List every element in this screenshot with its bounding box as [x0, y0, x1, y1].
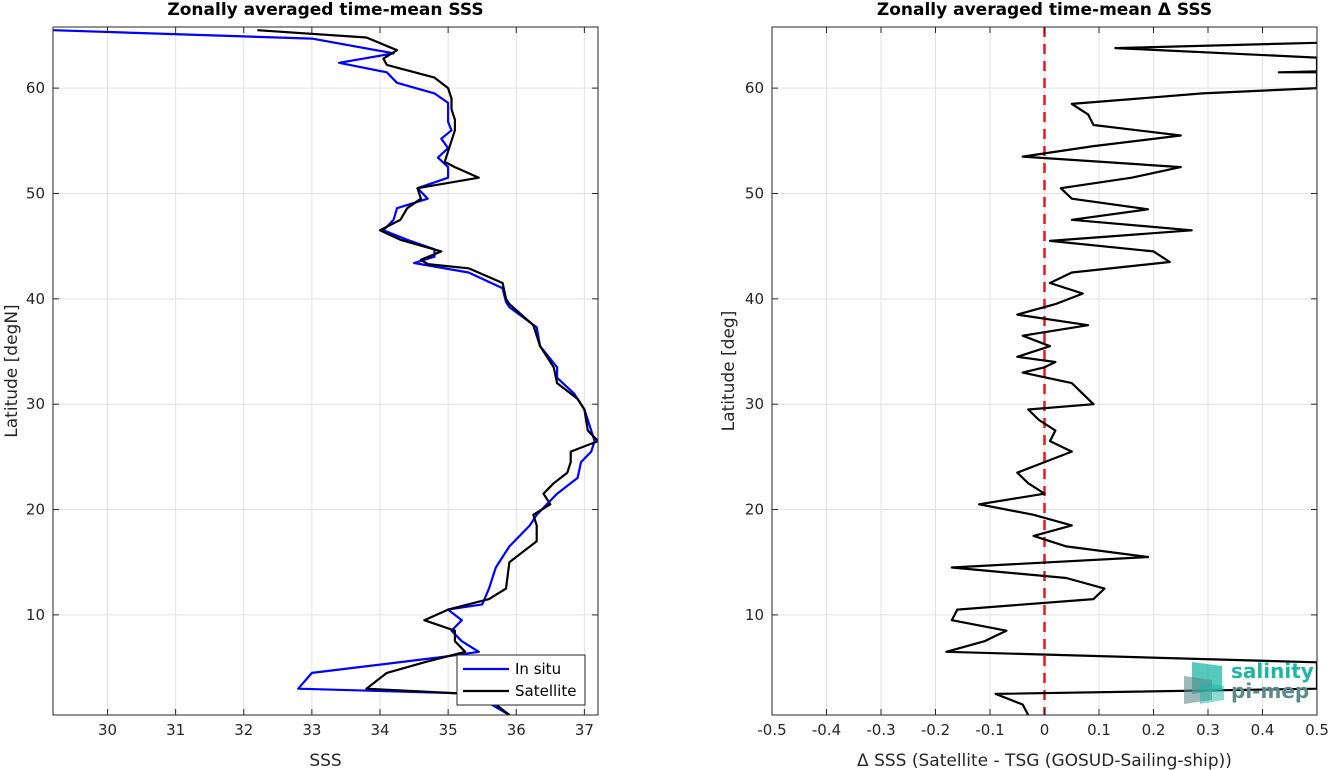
right-y-tick-label: 30 [745, 395, 764, 413]
right-x-tick-label: -0.2 [921, 721, 950, 739]
right-x-tick-label: -0.1 [975, 721, 1004, 739]
left-x-tick-label: 31 [166, 721, 185, 739]
right-x-tick-label: 0.1 [1087, 721, 1111, 739]
logo-mark-icon [1184, 662, 1224, 704]
left-y-tick-label: 50 [26, 184, 45, 202]
right-y-tick-label: 10 [745, 606, 764, 624]
left-x-tick-label: 34 [370, 721, 389, 739]
left-x-axis-label: SSS [309, 751, 341, 770]
right-y-tick-label: 60 [745, 79, 764, 97]
legend: In situ Satellite [456, 654, 586, 706]
left-plot-area [53, 27, 598, 715]
left-y-axis-label: Latitude [degN] [2, 304, 22, 437]
logo-shape-c [1200, 682, 1224, 704]
left-series [53, 29, 598, 715]
left-axes-box [52, 26, 599, 716]
right-x-tick-label: -0.4 [812, 721, 841, 739]
logo-text-salinity: salinity [1231, 659, 1314, 683]
left-chart-title: Zonally averaged time-mean SSS [167, 0, 483, 20]
right-y-tick-label: 20 [745, 501, 764, 519]
legend-label-satellite: Satellite [515, 682, 576, 700]
right-x-tick-label: 0 [1040, 721, 1050, 739]
right-x-tick-label: 0.4 [1251, 721, 1275, 739]
left-y-tick-label: 10 [26, 606, 45, 624]
left-grid [53, 27, 598, 715]
right-x-tick-label: -0.5 [757, 721, 786, 739]
right-series [945, 41, 1317, 715]
salinity-pi-mep-logo: salinity pi-mep [1184, 659, 1314, 704]
right-y-tick-label: 40 [745, 290, 764, 308]
left-y-tick-label: 60 [26, 79, 45, 97]
right-x-axis-label: Δ SSS (Satellite - TSG (GOSUD-Sailing-sh… [857, 751, 1232, 770]
logo-text-pi-mep: pi-mep [1231, 679, 1309, 703]
left-y-tick-label: 30 [26, 395, 45, 413]
right-chart: -0.5 -0.4 -0.3 -0.2 -0.1 0 0.1 0.2 0.3 0.4 0.5 10 20… [719, 0, 1329, 770]
left-x-tick-label: 33 [302, 721, 321, 739]
right-x-tick-label: 0.2 [1142, 721, 1166, 739]
left-series-satellite-line [257, 29, 598, 715]
legend-label-in-situ: In situ [515, 660, 561, 678]
left-x-tick-label: 30 [98, 721, 117, 739]
left-chart: 30 31 32 33 34 35 36 37 10 20 30 40 50 60 Zonally ave… [2, 0, 599, 770]
right-chart-title: Zonally averaged time-mean Δ SSS [877, 0, 1212, 20]
left-x-tick-label: 35 [439, 721, 458, 739]
left-x-tick-label: 32 [234, 721, 253, 739]
right-x-tick-label: 0.3 [1196, 721, 1220, 739]
left-x-tick-label: 37 [575, 721, 594, 739]
right-ticks: -0.5 -0.4 -0.3 -0.2 -0.1 0 0.1 0.2 0.3 0.4 0.5 10 20… [745, 27, 1329, 739]
left-y-tick-label: 20 [26, 501, 45, 519]
right-y-axis-label: Latitude [deg] [719, 311, 739, 432]
left-x-tick-label: 36 [507, 721, 526, 739]
legend-box [456, 654, 586, 706]
right-y-tick-label: 50 [745, 184, 764, 202]
right-x-tick-label: 0.5 [1305, 721, 1329, 739]
right-x-tick-label: -0.3 [866, 721, 895, 739]
right-series-delta-sss-line [945, 41, 1317, 715]
left-y-tick-label: 40 [26, 290, 45, 308]
left-ticks: 30 31 32 33 34 35 36 37 10 20 30 40 50 60 [26, 27, 598, 739]
